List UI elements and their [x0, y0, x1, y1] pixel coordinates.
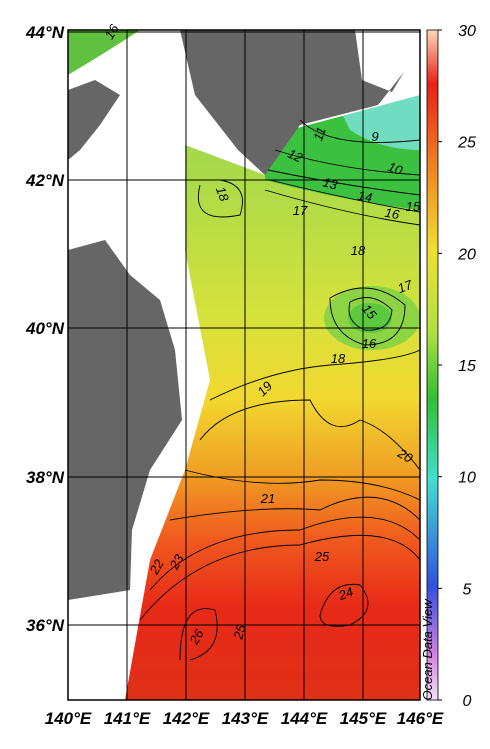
lon-label: 145°E — [340, 709, 387, 728]
contour-label: 18 — [213, 184, 232, 203]
contour-label: 15 — [406, 199, 421, 214]
land-hokkaido — [180, 30, 404, 175]
contour-label: 23 — [166, 551, 187, 573]
colorbar-label: 30 — [458, 23, 476, 40]
contour-label: 16 — [384, 205, 402, 222]
lat-label: 38°N — [26, 468, 65, 487]
watermark: Ocean Data View — [420, 598, 435, 701]
map-frame — [67, 29, 421, 701]
cold-eddy-core — [348, 303, 392, 333]
lon-label: 144°E — [281, 709, 328, 728]
cold-patch — [68, 30, 140, 75]
lat-label: 40°N — [25, 319, 65, 338]
contour-label: 24 — [336, 584, 356, 603]
land-honshu — [68, 240, 182, 600]
contour-label: 18 — [331, 351, 346, 366]
contour-label: 22 — [146, 556, 167, 578]
colorbar-label: 5 — [463, 581, 472, 598]
lat-label: 36°N — [26, 616, 65, 635]
contour-label: 10 — [386, 159, 405, 178]
map-area — [68, 30, 420, 700]
lon-label: 143°E — [222, 709, 269, 728]
lon-label: 146°E — [397, 709, 444, 728]
contour-label: 25 — [230, 622, 249, 642]
contour-label: 20 — [394, 445, 416, 466]
lat-label: 44°N — [25, 23, 65, 42]
contour-label: 17 — [293, 203, 308, 218]
contours — [139, 119, 420, 661]
contour-label: 17 — [395, 277, 414, 296]
contour-label: 11 — [310, 125, 329, 143]
no-data — [68, 30, 420, 700]
lon-label: 142°E — [163, 709, 210, 728]
colorbar-label: 25 — [457, 135, 476, 152]
contour-label: 16 — [362, 336, 377, 351]
colorbar-label: 15 — [458, 358, 476, 375]
contour-label: 26 — [186, 626, 207, 648]
contour-label: 13 — [321, 174, 340, 192]
lat-label: 42°N — [25, 171, 65, 190]
contour-label: 18 — [351, 243, 366, 258]
colorbar — [426, 29, 439, 701]
contour-label: 12 — [285, 146, 305, 166]
lon-label: 141°E — [104, 709, 151, 728]
colorbar-label: 10 — [458, 470, 476, 487]
contour-label: 21 — [260, 491, 275, 506]
contour-label: 14 — [357, 188, 374, 205]
contour-label: 25 — [314, 549, 330, 564]
lon-label: 140°E — [45, 709, 92, 728]
contour-label: 9 — [371, 129, 378, 144]
graticule — [68, 30, 420, 700]
colorbar-label: 20 — [457, 246, 476, 263]
land-small — [68, 80, 120, 160]
colorbar-label: 0 — [463, 693, 472, 710]
